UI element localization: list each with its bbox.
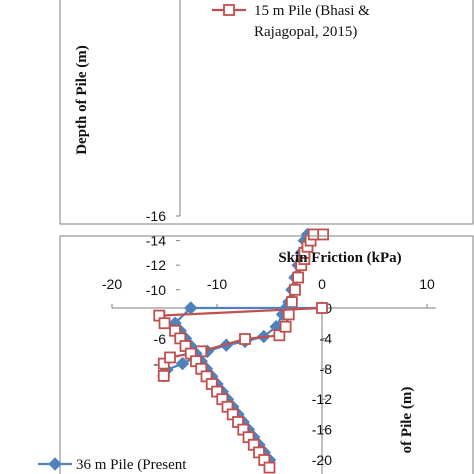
bottom-chart-border [59,235,474,474]
top-data-point [289,283,301,296]
bottom-chart-series [153,301,329,474]
legend-marker-36m [48,457,62,471]
top-series-square [157,228,330,382]
bottom-chart: Skin Friction (kPa) -20 -10 0 10 0 -4 -8 -12 -1… [38,235,474,474]
legend-label-15m-line1: 15 m Pile (Bhasi & [254,3,370,19]
bottom-x-tick-label: -20 [102,276,122,292]
top-y-tick-label: -6 [154,331,167,347]
bottom-data-point [316,302,328,314]
top-chart-y-axis-title: Depth of Pile (m) [74,45,90,155]
top-y-tick-label: -10 [146,282,166,298]
bottom-chart-legend: 36 m Pile (Present [38,457,187,473]
legend-label-15m-line2: Rajagopal, 2015) [254,24,357,40]
bottom-y-tick-label: -20 [312,452,332,468]
top-y-tick-label: -16 [146,208,166,224]
top-chart: -4 -6 -8 -10 -12 -14 -16 Depth of Pile (m) 15 … [59,0,474,383]
top-data-point [317,228,330,241]
top-data-point [164,351,176,364]
bottom-y-tick-label: -16 [312,422,332,438]
top-y-tick-label: -12 [146,257,166,273]
bottom-data-point [263,461,276,474]
top-chart-border [59,0,474,225]
bottom-x-tick-label: -10 [207,276,227,292]
top-data-point [282,308,295,321]
top-data-point [239,333,251,345]
bottom-y-tick-label: -4 [320,330,333,346]
bottom-chart-y-ticks: 0-4-8-12-16-20 [312,300,332,468]
bottom-y-tick-label: -8 [320,361,333,377]
bottom-chart-x-ticks: -20 -10 0 10 [102,276,435,308]
bottom-x-tick-label: 0 [318,276,326,292]
top-data-point [285,296,298,309]
bottom-x-tick-label: 10 [419,276,435,292]
legend-marker-15m [223,4,235,16]
top-data-point [157,369,170,382]
top-data-point [292,271,305,284]
top-data-point [157,357,170,370]
bottom-chart-y-axis-title: of Pile (m) [399,387,415,454]
bottom-chart-x-axis-title: Skin Friction (kPa) [278,250,401,266]
top-chart-y-ticks: -4-6-8-10-12-14-16 [146,208,180,372]
top-data-point [279,320,292,333]
top-data-point [175,356,190,371]
bottom-series-square [153,302,328,474]
top-y-tick-label: -14 [146,233,166,249]
top-data-point [273,329,286,342]
bottom-y-tick-label: -12 [312,391,332,407]
top-chart-legend: 15 m Pile (Bhasi & Rajagopal, 2015) [212,3,370,40]
bottom-data-point [158,317,171,330]
legend-label-36m: 36 m Pile (Present [76,457,187,473]
